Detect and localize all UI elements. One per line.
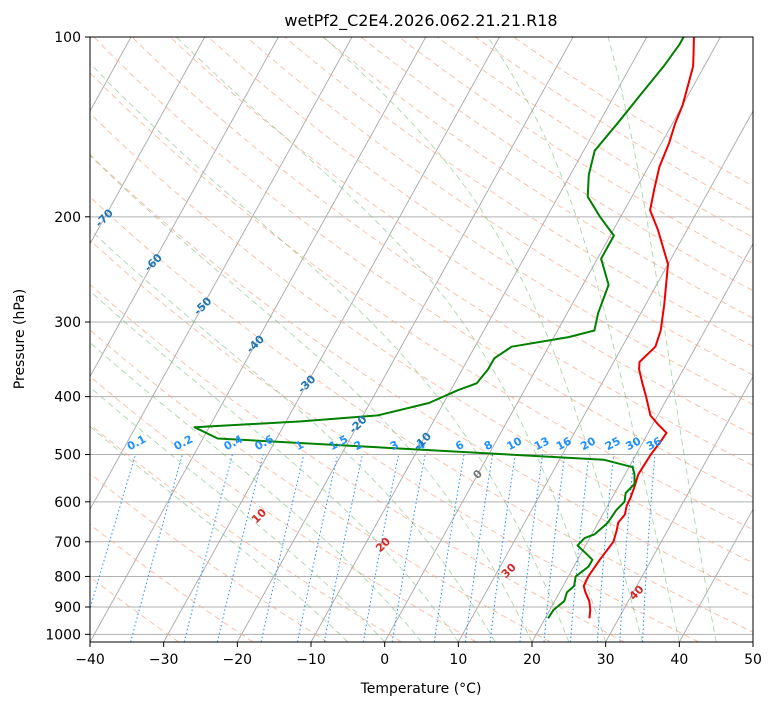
y-tick-label: 700	[54, 535, 81, 551]
mixing-ratio-label: 36	[644, 434, 664, 453]
data-layer	[193, 37, 695, 619]
moist-adiabat	[90, 290, 459, 642]
x-tick-label: 10	[449, 652, 467, 668]
dry-adiabat	[90, 473, 328, 642]
mixing-ratio-line	[642, 454, 656, 642]
x-tick-label: −20	[223, 652, 253, 668]
y-tick-label: 200	[54, 210, 81, 226]
dry-adiabat	[90, 576, 180, 642]
dry-adiabat	[90, 283, 625, 642]
series-dewpoint	[193, 37, 685, 619]
axes-layer: −40 −30 −20 −10 0 10 20 30 40 50 100 200 300 400 500 60…	[45, 30, 762, 668]
isotherm	[531, 242, 753, 642]
mixing-ratio-line	[216, 454, 264, 642]
isotherm	[90, 37, 353, 511]
y-tick-label: 400	[54, 390, 81, 406]
y-tick-label: 300	[54, 315, 81, 331]
isotherm	[605, 375, 753, 642]
mixing-ratio-label: 13	[532, 434, 552, 453]
mixing-ratio-line	[619, 454, 635, 642]
mixing-ratio-line	[596, 454, 615, 642]
moist-adiabat	[323, 37, 643, 642]
mixing-ratio-label: 30	[624, 434, 644, 453]
isotherm	[236, 37, 574, 642]
dry-adiabat	[93, 37, 753, 498]
mixing-ratio-label: 16	[554, 434, 574, 453]
y-tick-label: 1000	[45, 627, 81, 643]
x-tick-label: 20	[523, 652, 541, 668]
isotherm	[310, 37, 648, 642]
dry-adiabat	[207, 37, 753, 406]
dry-adiabat	[90, 523, 254, 642]
dry-adiabat	[360, 37, 753, 292]
mixing-ratio-label: 25	[603, 435, 623, 454]
isotherm	[457, 110, 753, 642]
isotherm	[678, 508, 753, 642]
x-tick-label: 30	[597, 652, 615, 668]
grid-layer	[90, 37, 753, 642]
isotherm	[163, 37, 500, 642]
mixing-ratio-label: 10	[505, 434, 525, 453]
mixing-ratio-line	[90, 454, 137, 611]
series-temperature	[582, 37, 695, 619]
dry-adiabat	[90, 112, 753, 564]
y-tick-label: 900	[54, 600, 81, 616]
moist-adiabat	[90, 425, 349, 642]
isotherm	[90, 37, 427, 642]
y-tick-label: 800	[54, 569, 81, 585]
x-tick-label: −40	[75, 652, 105, 668]
moist-adiabat	[90, 229, 496, 642]
y-tick-label: 600	[54, 495, 81, 511]
y-tick-label: 500	[54, 448, 81, 464]
x-tick-label: 50	[744, 652, 762, 668]
dry-adiabat	[90, 423, 402, 642]
dry-adiabat	[90, 375, 477, 642]
moist-adiabat	[90, 62, 570, 642]
mixing-ratio-label: 20	[578, 434, 598, 453]
moist-adiabat	[487, 37, 680, 642]
x-tick-label: 0	[380, 652, 389, 668]
mixing-ratio-line	[297, 454, 339, 642]
dry-adiabat	[169, 37, 753, 436]
isotherm	[90, 37, 279, 378]
x-tick-label: 40	[670, 652, 688, 668]
y-tick-label: 100	[54, 30, 81, 46]
moist-adiabat	[176, 37, 607, 642]
moist-adiabat	[607, 37, 717, 642]
isotherm	[90, 37, 206, 245]
dry-adiabat	[90, 329, 551, 642]
dry-adiabat	[246, 37, 753, 376]
x-tick-label: −10	[296, 652, 326, 668]
dry-adiabat	[90, 72, 753, 531]
y-axis-label: Pressure (hPa)	[12, 289, 28, 389]
plot-frame	[89, 36, 754, 643]
mixing-ratio-line	[260, 454, 305, 642]
mixing-ratio-line	[323, 454, 363, 642]
moist-adiabat	[90, 342, 422, 642]
chart-title: wetPf2_C2E4.2026.062.21.21.R18	[284, 11, 557, 31]
x-tick-label: −30	[149, 652, 179, 668]
mixing-ratio-line	[130, 454, 183, 642]
x-axis-label: Temperature (°C)	[360, 681, 482, 697]
dry-adiabat	[90, 239, 700, 642]
dry-adiabat	[90, 154, 753, 598]
moist-adiabat	[90, 154, 533, 642]
dry-adiabat	[90, 196, 753, 633]
moist-adiabat	[90, 386, 386, 642]
